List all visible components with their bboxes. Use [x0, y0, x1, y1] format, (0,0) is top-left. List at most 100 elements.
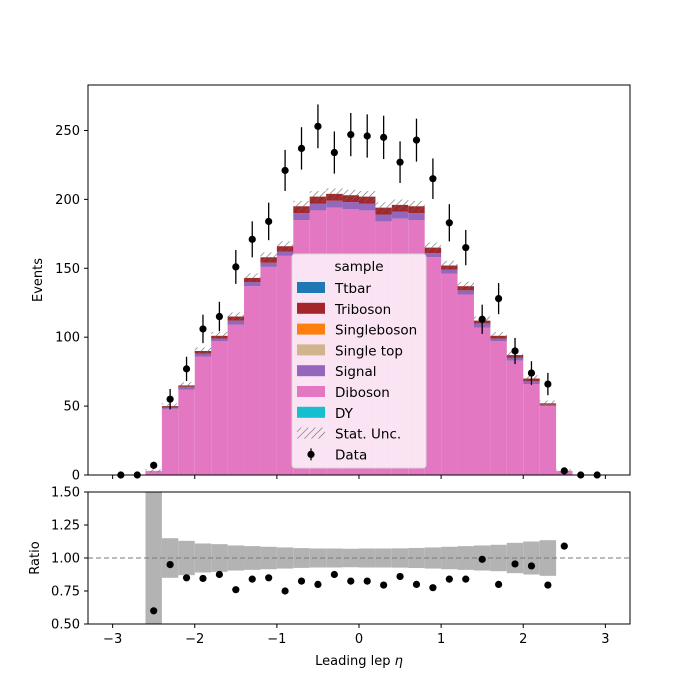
- legend-swatch-triboson: [297, 302, 325, 314]
- data-point-25: [527, 369, 536, 377]
- bar-diboson-9: [260, 266, 277, 475]
- stat-unc-5: [194, 347, 212, 355]
- bar-signal-8: [244, 282, 261, 287]
- stat-unc-2: [145, 469, 162, 473]
- data-point-18: [412, 136, 421, 144]
- bar-diboson-4: [178, 389, 195, 475]
- ratio-point-12: [347, 577, 355, 585]
- stat-unc-13: [326, 188, 343, 200]
- bar-diboson-6: [211, 341, 228, 475]
- ratio-point-0: [150, 607, 158, 615]
- data-point-8: [248, 235, 256, 243]
- ratio-point-1: [166, 561, 174, 569]
- ratio-band-9: [293, 548, 310, 568]
- legend-frame: [291, 253, 427, 469]
- bar-signal-11: [293, 213, 310, 221]
- legend: sample Ttbar Triboson Singleboson Single to…: [291, 253, 427, 469]
- bar-signal-12: [309, 203, 327, 211]
- main-y-ticks: 0 50 100 150 200 250: [55, 124, 88, 484]
- bar-signal-19: [424, 253, 442, 258]
- data-point-2: [150, 461, 158, 469]
- legend-label-single-top: Single top: [335, 343, 403, 359]
- bar-diboson-5: [194, 356, 212, 475]
- legend-label-ttbar: Ttbar: [334, 281, 371, 297]
- bar-signal-17: [391, 211, 409, 219]
- legend-swatch-signal: [297, 365, 325, 377]
- ratio-points: [150, 542, 568, 615]
- ratio-ytick-label-3: 1.25: [51, 519, 80, 534]
- legend-swatch-stat-unc: [297, 427, 325, 439]
- bar-diboson-8: [244, 286, 261, 475]
- ratio-point-15: [396, 572, 404, 581]
- data-point-23: [495, 295, 503, 303]
- stat-unc-4: [178, 382, 195, 389]
- data-point-9: [265, 217, 273, 226]
- bar-signal-16: [375, 214, 392, 222]
- stat-unc-9: [260, 252, 277, 263]
- stat-unc-6: [211, 331, 228, 340]
- ratio-point-14: [380, 581, 388, 589]
- stat-unc-20: [441, 260, 458, 271]
- bar-diboson-10: [276, 255, 294, 475]
- ratio-y-axis-label: Ratio: [28, 541, 43, 574]
- ratio-point-8: [281, 587, 289, 595]
- ratio-point-25: [560, 542, 568, 550]
- ratio-ytick-label-0: 0.50: [51, 618, 80, 633]
- ratio-point-2: [182, 574, 191, 582]
- stat-unc-23: [490, 331, 507, 340]
- bar-signal-5: [194, 353, 212, 357]
- legend-label-stat-unc: Stat. Unc.: [335, 427, 401, 443]
- bar-diboson-20: [441, 273, 458, 475]
- data-point-10: [281, 166, 289, 175]
- ratio-panel: 0.50 0.75 1.00 1.25 1.50 −3 −2 −1 0 1 2 3 Ratio Le…: [28, 486, 631, 669]
- ratio-band-14: [375, 548, 392, 568]
- ratio-point-11: [330, 570, 338, 579]
- bar-signal-9: [260, 262, 277, 267]
- ratio-point-9: [297, 577, 306, 585]
- ratio-xtick-label-5: 2: [519, 632, 527, 647]
- data-point-17: [396, 158, 404, 166]
- ratio-unc-band: [145, 492, 557, 624]
- main-x-ticks: [112, 475, 606, 479]
- ratio-point-17: [429, 584, 437, 592]
- bar-signal-7: [227, 320, 245, 325]
- main-ytick-label-4: 200: [55, 193, 80, 208]
- ratio-point-10: [314, 580, 322, 589]
- stat-unc-15: [359, 191, 376, 203]
- ratio-point-18: [445, 575, 453, 583]
- bar-signal-23: [490, 338, 507, 342]
- data-point-4: [182, 365, 191, 373]
- ratio-x-ticks: −3 −2 −1 0 1 2 3: [103, 624, 610, 647]
- ratio-xtick-label-4: 1: [437, 632, 445, 647]
- data-point-12: [314, 122, 322, 130]
- ratio-ytick-label-2: 1.00: [51, 552, 80, 567]
- ratio-y-ticks: 0.50 0.75 1.00 1.25 1.50: [51, 486, 88, 633]
- data-points: [117, 104, 601, 479]
- ratio-band-10: [309, 548, 327, 568]
- stat-unc-19: [424, 242, 442, 253]
- bar-diboson-25: [523, 384, 540, 475]
- bar-diboson-3: [161, 408, 179, 475]
- ratio-point-19: [462, 575, 470, 583]
- data-point-27: [560, 467, 568, 475]
- legend-title: sample: [334, 259, 383, 275]
- ratio-xtick-label-1: −2: [185, 632, 204, 647]
- bar-diboson-22: [473, 327, 491, 475]
- bar-signal-10: [276, 251, 294, 256]
- bar-signal-21: [457, 290, 474, 295]
- stat-unc-16: [375, 202, 392, 214]
- ratio-point-5: [232, 586, 240, 594]
- data-point-11: [297, 144, 306, 152]
- x-axis-label: Leading lep η: [315, 654, 403, 669]
- ratio-point-6: [248, 575, 256, 583]
- legend-label-dy: DY: [335, 406, 354, 422]
- bar-signal-18: [408, 213, 425, 221]
- bar-signal-20: [441, 269, 458, 274]
- main-ytick-label-0: 0: [72, 469, 80, 484]
- data-point-7: [232, 263, 240, 271]
- legend-marker-data: [307, 450, 315, 458]
- bar-signal-15: [359, 203, 376, 211]
- ratio-band-11: [326, 548, 343, 568]
- bar-signal-14: [342, 202, 359, 210]
